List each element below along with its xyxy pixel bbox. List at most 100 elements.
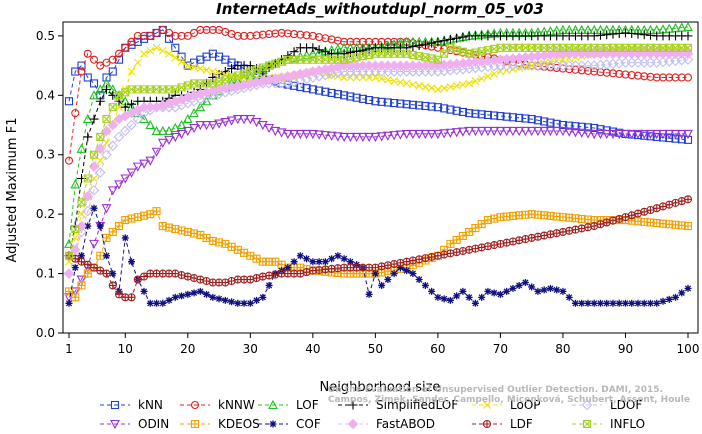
data-point-lof	[301, 50, 312, 60]
data-point-cof	[509, 284, 517, 292]
data-point-odin	[295, 129, 306, 140]
data-point-loop	[352, 73, 361, 82]
data-point-cof	[246, 299, 254, 307]
data-point-odin	[583, 129, 593, 139]
data-point-odin	[239, 115, 249, 125]
data-point-cof	[615, 299, 623, 307]
watermark-line-2: Campos, Zimek, Sander, Campello, Micenko…	[328, 395, 690, 405]
data-point-knnw	[114, 49, 124, 58]
data-point-simplifiedlof	[120, 102, 130, 112]
data-point-cof	[346, 258, 354, 266]
legend-label-kdeos: KDEOS	[218, 417, 260, 431]
data-point-odin	[189, 123, 199, 134]
axes: 1 10 20 30 40 50 60 70 80 90 100 0.0 0.1 0.2 0.3 0.4 0.5	[36, 29, 700, 356]
data-point-lof	[307, 48, 318, 58]
data-point-knn	[102, 73, 111, 82]
legend-swatch-marker	[269, 420, 277, 428]
legend-swatch-marker	[347, 418, 359, 430]
data-point-knnw	[640, 72, 649, 81]
legend-label-ldof: LDOF	[610, 398, 642, 412]
legend-item-kdeos: KDEOS	[180, 417, 260, 431]
chart-title: InternetAds_withoutdupl_norm_05_v03	[216, 0, 544, 18]
x-axis-label: Neighborhood size	[320, 380, 441, 395]
y-axis-label: Adjusted Maximum F1	[5, 118, 20, 263]
data-point-cof	[446, 296, 454, 304]
data-point-knnw	[665, 73, 674, 82]
data-point-kdeos	[683, 221, 693, 231]
x-tick-label: 30	[243, 342, 258, 356]
data-point-inflo	[83, 174, 92, 183]
data-point-odin	[176, 129, 187, 140]
data-point-loop	[365, 73, 374, 82]
data-point-knn	[440, 104, 449, 113]
series-line-loop	[68, 47, 688, 262]
data-point-cof	[296, 252, 304, 260]
data-point-ldof	[113, 131, 125, 143]
data-point-lof	[201, 96, 212, 106]
legend-label-knnw: kNNW	[218, 398, 255, 412]
data-point-simplifiedlof	[314, 45, 324, 55]
data-point-knn	[496, 112, 505, 121]
data-point-knn	[515, 113, 524, 122]
data-point-odin	[476, 126, 487, 137]
data-point-lof	[189, 107, 199, 118]
data-point-odin	[439, 129, 450, 139]
series-loop	[65, 43, 692, 266]
data-point-knn	[77, 61, 86, 70]
data-point-cof	[653, 299, 661, 307]
data-point-odin	[120, 174, 131, 184]
data-point-cof	[646, 299, 654, 307]
data-point-odin	[664, 129, 675, 140]
data-point-cof	[228, 298, 236, 306]
data-point-loop	[202, 66, 211, 74]
data-point-cof	[528, 283, 536, 291]
data-point-knnw	[265, 30, 274, 39]
data-point-lof	[76, 143, 87, 153]
data-point-cof	[559, 287, 567, 295]
data-point-loop	[140, 49, 148, 58]
data-point-knnw	[658, 73, 668, 82]
legend-swatch-marker	[190, 400, 200, 410]
data-point-knn	[164, 34, 174, 43]
data-point-knn	[308, 85, 317, 94]
data-point-knnw	[64, 156, 74, 165]
data-point-lof	[164, 125, 174, 136]
data-point-odin	[551, 126, 562, 137]
data-point-ldof	[295, 75, 306, 86]
data-point-loop	[490, 70, 499, 78]
data-point-cof	[603, 299, 611, 307]
data-point-simplifiedlof	[639, 30, 649, 40]
data-point-simplifiedlof	[320, 47, 330, 57]
data-point-knn	[490, 111, 499, 120]
data-point-cof	[240, 299, 248, 307]
data-point-loop	[215, 69, 223, 77]
legend-label-cof: COF	[296, 417, 321, 431]
series-line-fastabod	[68, 53, 688, 274]
data-point-cof	[340, 255, 348, 263]
data-point-loop	[127, 67, 136, 76]
data-point-knnw	[283, 29, 292, 38]
data-point-knnw	[302, 31, 311, 40]
data-point-knn	[452, 106, 461, 115]
data-point-knnw	[290, 30, 299, 39]
data-point-simplifiedlof	[402, 43, 412, 53]
data-point-odin	[576, 128, 587, 138]
data-point-knnw	[252, 31, 261, 40]
data-point-ldof	[313, 71, 325, 82]
data-point-simplifiedlof	[683, 31, 693, 41]
data-point-cof	[384, 276, 392, 284]
data-point-knn	[546, 118, 555, 127]
data-point-cof	[515, 281, 523, 289]
data-point-kdeos	[152, 207, 161, 216]
data-point-simplifiedlof	[414, 40, 424, 50]
data-point-ldf	[127, 293, 136, 302]
data-point-simplifiedlof	[420, 39, 430, 49]
data-point-knn	[671, 134, 680, 143]
data-point-loop	[440, 84, 449, 93]
data-point-knn	[521, 114, 530, 123]
data-point-knn	[89, 79, 99, 88]
data-point-odin	[601, 129, 612, 140]
data-point-cof	[678, 289, 686, 297]
data-point-knn	[371, 97, 380, 106]
y-tick-label: 0.0	[36, 326, 55, 340]
